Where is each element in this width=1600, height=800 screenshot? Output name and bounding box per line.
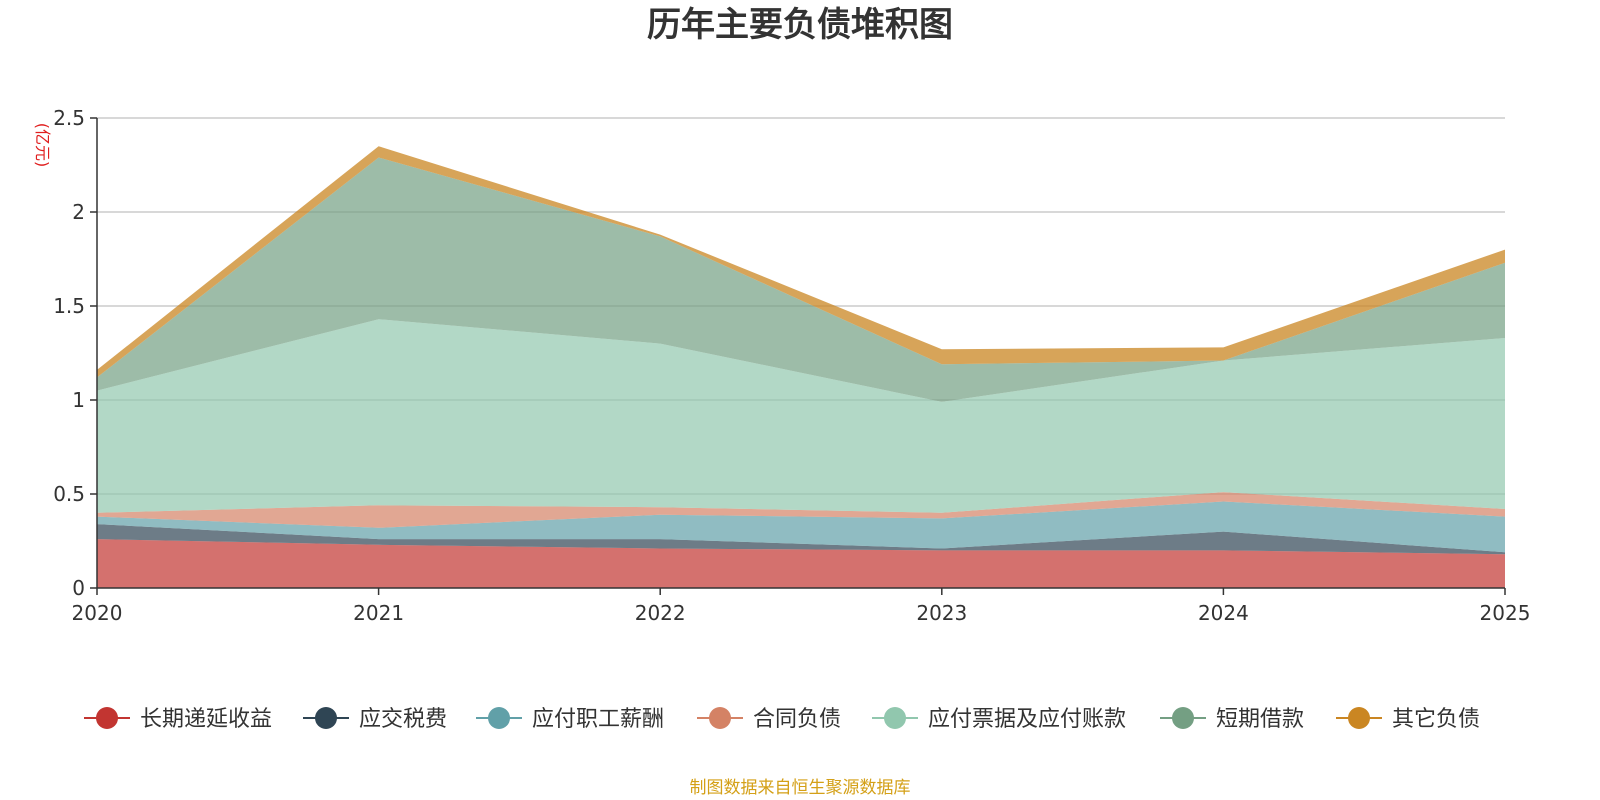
x-tick-label: 2021 [353, 601, 404, 625]
y-tick-label: 0 [72, 576, 85, 600]
area-series-5[interactable] [97, 157, 1505, 402]
legend-item-6[interactable]: 其它负债 [1336, 707, 1480, 732]
legend-label: 应付职工薪酬 [532, 707, 664, 732]
y-tick-label: 1 [72, 388, 85, 412]
x-tick-label: 2025 [1480, 601, 1531, 625]
area-series-0[interactable] [97, 539, 1505, 588]
chart-title: 历年主要负债堆积图 [647, 5, 953, 45]
legend-item-3[interactable]: 合同负债 [697, 707, 841, 732]
x-tick-label: 2022 [635, 601, 686, 625]
x-tick-label: 2020 [72, 601, 123, 625]
area-series-1[interactable] [97, 524, 1505, 555]
legend-label: 应付票据及应付账款 [928, 707, 1126, 732]
legend-label: 其它负债 [1392, 707, 1480, 732]
y-tick-label: 2.5 [53, 106, 85, 130]
y-tick-label: 1.5 [53, 294, 85, 318]
y-tick-label: 2 [72, 200, 85, 224]
legend-item-5[interactable]: 短期借款 [1160, 707, 1304, 732]
y-tick-label: 0.5 [53, 482, 85, 506]
area-series-2[interactable] [97, 501, 1505, 553]
legend-item-2[interactable]: 应付职工薪酬 [476, 707, 664, 732]
legend-marker-icon [96, 707, 118, 729]
legend-label: 长期递延收益 [140, 707, 272, 732]
source-note: 制图数据来自恒生聚源数据库 [690, 778, 911, 798]
legend-marker-icon [1348, 707, 1370, 729]
legend-marker-icon [884, 707, 906, 729]
x-tick-label: 2023 [916, 601, 967, 625]
legend-label: 短期借款 [1216, 707, 1304, 732]
legend-item-4[interactable]: 应付票据及应付账款 [872, 707, 1126, 732]
x-tick-label: 2024 [1198, 601, 1249, 625]
legend-label: 合同负债 [753, 707, 841, 732]
legend-marker-icon [315, 707, 337, 729]
y-axis-label: (亿元) [33, 123, 52, 168]
legend-item-0[interactable]: 长期递延收益 [84, 707, 272, 732]
legend-label: 应交税费 [359, 707, 447, 732]
area-series-4[interactable] [97, 319, 1505, 513]
axes: 0 0.5 1 1.5 2 2.5 2020 2021 2022 2023 2024 2025 [53, 106, 1530, 625]
legend-marker-icon [709, 707, 731, 729]
legend-item-1[interactable]: 应交税费 [303, 707, 447, 732]
area-series [97, 146, 1505, 588]
area-series-3[interactable] [97, 492, 1505, 528]
legend[interactable]: 长期递延收益 应交税费 应付职工薪酬 合同负债 应付票据及应付账款 短期借款 其它负债 [84, 707, 1480, 732]
legend-marker-icon [488, 707, 510, 729]
legend-marker-icon [1172, 707, 1194, 729]
